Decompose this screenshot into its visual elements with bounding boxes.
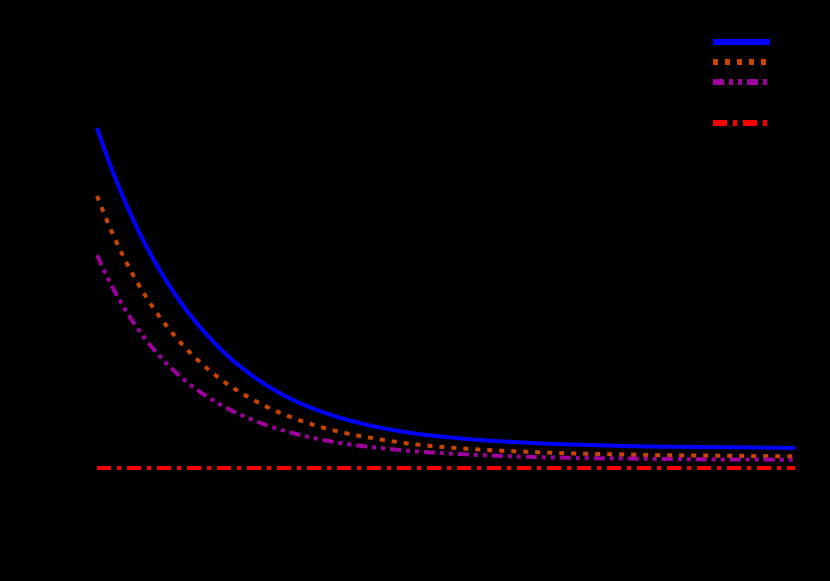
series-line-2 bbox=[95, 195, 796, 459]
series-line-3 bbox=[95, 254, 796, 462]
chart-legend bbox=[713, 39, 770, 126]
series-line-1 bbox=[95, 127, 796, 450]
series-layer bbox=[95, 127, 796, 470]
